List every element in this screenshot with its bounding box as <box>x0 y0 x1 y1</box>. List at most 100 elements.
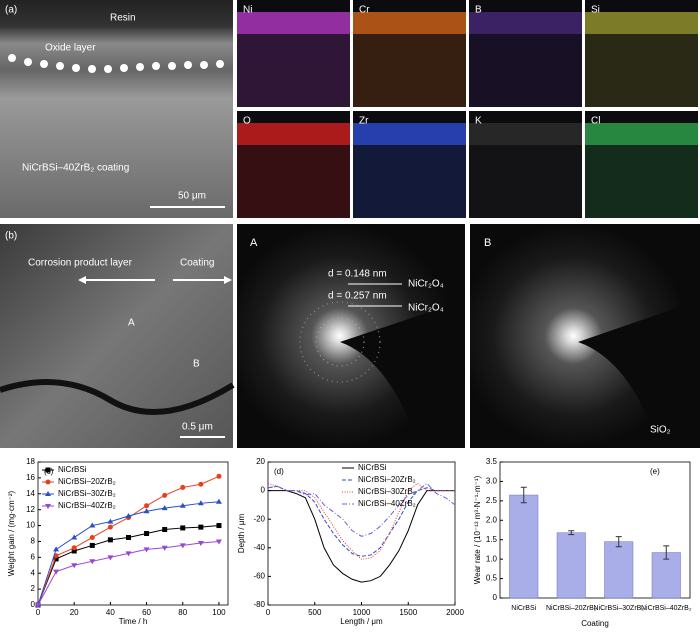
marker <box>144 503 150 509</box>
x-tick-label: NiCrBSi–40ZrB₂ <box>641 605 692 612</box>
y-tick-label: 20 <box>256 457 265 466</box>
map-body <box>353 145 466 218</box>
panel-label: (a) <box>5 5 17 16</box>
marker <box>180 484 186 490</box>
label: NiCrBSi–40ZrB₂ coating <box>22 163 129 174</box>
map-band <box>585 123 698 145</box>
marker <box>107 518 114 524</box>
error-bar <box>568 530 575 536</box>
series-line <box>267 485 455 557</box>
y-tick-label: 0 <box>493 593 498 602</box>
y-axis-label: Weight gain / (mg·cm⁻²) <box>7 490 16 576</box>
map-label: B <box>475 5 482 16</box>
y-tick-label: -60 <box>253 572 265 581</box>
label: d = 0.148 nm <box>328 269 387 280</box>
marker <box>125 534 131 540</box>
marker <box>179 502 186 508</box>
marker <box>89 534 95 540</box>
legend-label: NiCrBSi–20ZrB₂ <box>58 477 116 486</box>
panel-label: (e) <box>650 467 660 476</box>
x-tick-label: NiCrBSi–30ZrB₂ <box>593 605 644 612</box>
legend-label: NiCrBSi–20ZrB₂ <box>358 475 416 484</box>
plot-frame <box>499 461 691 599</box>
map-band <box>353 12 466 34</box>
map-label: Si <box>591 5 600 16</box>
x-tick-label: 500 <box>308 608 322 617</box>
marker <box>161 505 168 511</box>
x-tick-label: 1500 <box>399 608 417 617</box>
label: d = 0.257 nm <box>328 291 387 302</box>
map-body <box>469 34 582 107</box>
map-body <box>585 34 698 107</box>
x-tick-label: 80 <box>178 608 187 617</box>
y-tick-label: 0.5 <box>486 574 498 583</box>
marker <box>89 559 96 565</box>
y-axis-label: Wear rate / (10⁻¹³ m³·N⁻¹·m⁻¹) <box>473 475 482 584</box>
label: NiCr₂O₄ <box>408 303 444 314</box>
map-label: O <box>243 116 251 127</box>
y-tick-label: -40 <box>253 543 265 552</box>
map-body <box>469 145 582 218</box>
series-line <box>268 490 455 583</box>
scale-label: 0.5 μm <box>182 422 213 433</box>
map-label: Cl <box>591 116 600 127</box>
map-band <box>469 123 582 145</box>
map-label: Cr <box>359 5 370 16</box>
tem-image <box>0 224 233 448</box>
panel-label: B <box>484 237 491 249</box>
y-tick-label: 2 <box>31 584 36 593</box>
y-tick-label: 10 <box>26 521 35 530</box>
dark-band <box>0 379 235 415</box>
x-tick-label: NiCrBSi <box>511 605 536 612</box>
boundary-dots <box>8 54 224 73</box>
marker <box>162 492 168 498</box>
marker <box>161 545 168 551</box>
marker <box>53 569 60 575</box>
legend-label: NiCrBSi–40ZrB₂ <box>358 499 416 508</box>
marker <box>71 534 78 540</box>
legend-marker <box>45 504 51 509</box>
map-body <box>237 145 350 218</box>
sem-image <box>0 0 233 218</box>
marker <box>53 556 59 562</box>
y-tick-label: -20 <box>253 514 265 523</box>
series-line <box>37 540 219 606</box>
error-bar <box>663 545 670 560</box>
map-label: K <box>475 116 482 127</box>
map-label: Ni <box>243 5 252 16</box>
y-tick-label: 12 <box>26 505 35 514</box>
y-tick-label: 0 <box>261 486 266 495</box>
x-axis-label: Coating <box>581 619 609 628</box>
legend-label: NiCrBSi <box>358 463 387 472</box>
label: Oxide layer <box>45 43 96 54</box>
bar <box>651 552 681 599</box>
marker <box>179 543 186 549</box>
marker <box>53 546 60 552</box>
marker <box>198 481 204 487</box>
map-body <box>585 145 698 218</box>
marker <box>216 473 222 479</box>
label: Resin <box>110 13 136 24</box>
map-band <box>469 12 582 34</box>
x-axis-label: Length / μm <box>340 617 383 626</box>
y-tick-label: 1.5 <box>486 535 498 544</box>
legend-marker <box>45 491 51 496</box>
y-tick-label: 0 <box>31 600 36 609</box>
x-tick-label: 1000 <box>353 608 371 617</box>
map-body <box>237 34 350 107</box>
marker <box>71 545 77 551</box>
x-tick-label: 0 <box>266 608 271 617</box>
map-label: Zr <box>359 116 369 127</box>
panel-label: (b) <box>5 231 17 242</box>
y-tick-label: 4 <box>31 568 36 577</box>
marker <box>144 531 150 536</box>
marker <box>197 541 204 547</box>
beam-stop <box>340 300 465 448</box>
y-tick-label: 2.5 <box>486 496 498 505</box>
map-band <box>237 12 350 34</box>
y-tick-label: 6 <box>31 552 36 561</box>
y-tick-label: 8 <box>31 537 36 546</box>
legend-label: NiCrBSi–40ZrB₂ <box>58 501 116 510</box>
marker <box>35 603 41 608</box>
marker <box>215 498 222 504</box>
